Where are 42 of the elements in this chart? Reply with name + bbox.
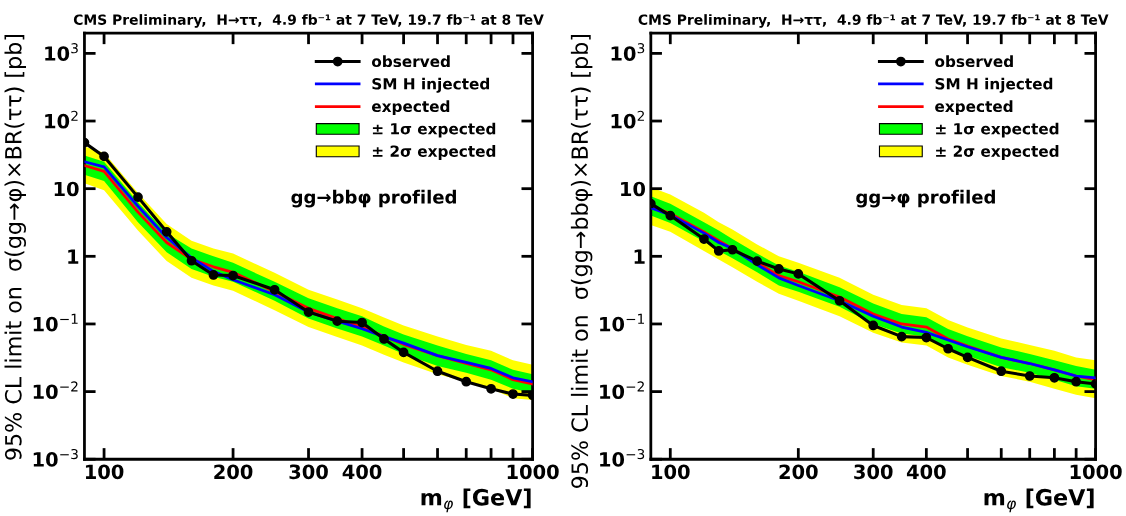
x-tick-label: 1000 [1070, 464, 1122, 480]
x-tick-label: 100 [85, 464, 124, 480]
annotation: gg→bbφ profiled [291, 189, 456, 208]
x-tick-label: 400 [342, 464, 382, 480]
y-tick-label: 10$^{−3}$ [33, 448, 78, 467]
legend-label: expected [371, 100, 450, 116]
x-tick-label: 100 [652, 464, 690, 480]
chart-title: CMS Preliminary, H→ττ, 4.9 fb⁻¹ at 7 TeV, 19.7 fb⁻¹ at 8 TeV [638, 14, 1109, 28]
y-tick-label: 1 [68, 249, 79, 264]
y-tick-label: 10$^{2}$ [611, 110, 644, 129]
y-tick-label: 10$^{−1}$ [33, 313, 78, 332]
y-axis-title: 95% CL limit on σ(gg→φ)×BR(ττ) [pb] [4, 34, 27, 460]
legend-label: SM H injected [935, 77, 1053, 93]
x-axis-title: m$_{φ}$ [GeV] [984, 488, 1094, 513]
legend-label: observed [935, 55, 1013, 68]
legend-label: ± 1σ expected [936, 122, 1059, 138]
x-tick-label: 200 [779, 464, 818, 480]
x-tick-label: 1000 [507, 464, 559, 480]
legend-label: expected [935, 100, 1013, 116]
y-tick-label: 10$^{−2}$ [33, 381, 78, 400]
y-tick-label: 10$^{−3}$ [600, 448, 645, 467]
x-tick-label: 400 [906, 464, 946, 480]
y-tick-label: 1 [634, 249, 645, 264]
legend-label: ± 2σ expected [936, 145, 1059, 160]
legend-label: ± 1σ expected [372, 122, 496, 138]
chart-title: CMS Preliminary, H→ττ, 4.9 fb⁻¹ at 7 TeV, 19.7 fb⁻¹ at 8 TeV [73, 14, 544, 28]
legend-label: observed [371, 55, 450, 68]
y-tick-label: 10 [54, 181, 79, 197]
annotation: gg→φ profiled [856, 189, 995, 208]
y-tick-label: 10$^{2}$ [45, 110, 78, 129]
y-tick-label: 10 [621, 181, 646, 197]
legend-label: ± 2σ expected [372, 145, 496, 160]
x-axis-title: m$_{φ}$ [GeV] [421, 488, 531, 513]
y-tick-label: 10$^{3}$ [45, 43, 78, 61]
x-tick-label: 300 [854, 464, 893, 480]
y-axis-title: 95% CL limit on σ(gg→bbφ)×BR(ττ) [pb] [570, 34, 593, 488]
y-tick-label: 10$^{3}$ [611, 43, 645, 61]
y-tick-label: 10$^{−2}$ [600, 381, 644, 400]
y-tick-label: 10$^{−1}$ [600, 313, 644, 332]
legend-label: SM H injected [372, 77, 490, 93]
x-tick-label: 200 [214, 464, 253, 480]
x-tick-label: 300 [289, 464, 328, 480]
